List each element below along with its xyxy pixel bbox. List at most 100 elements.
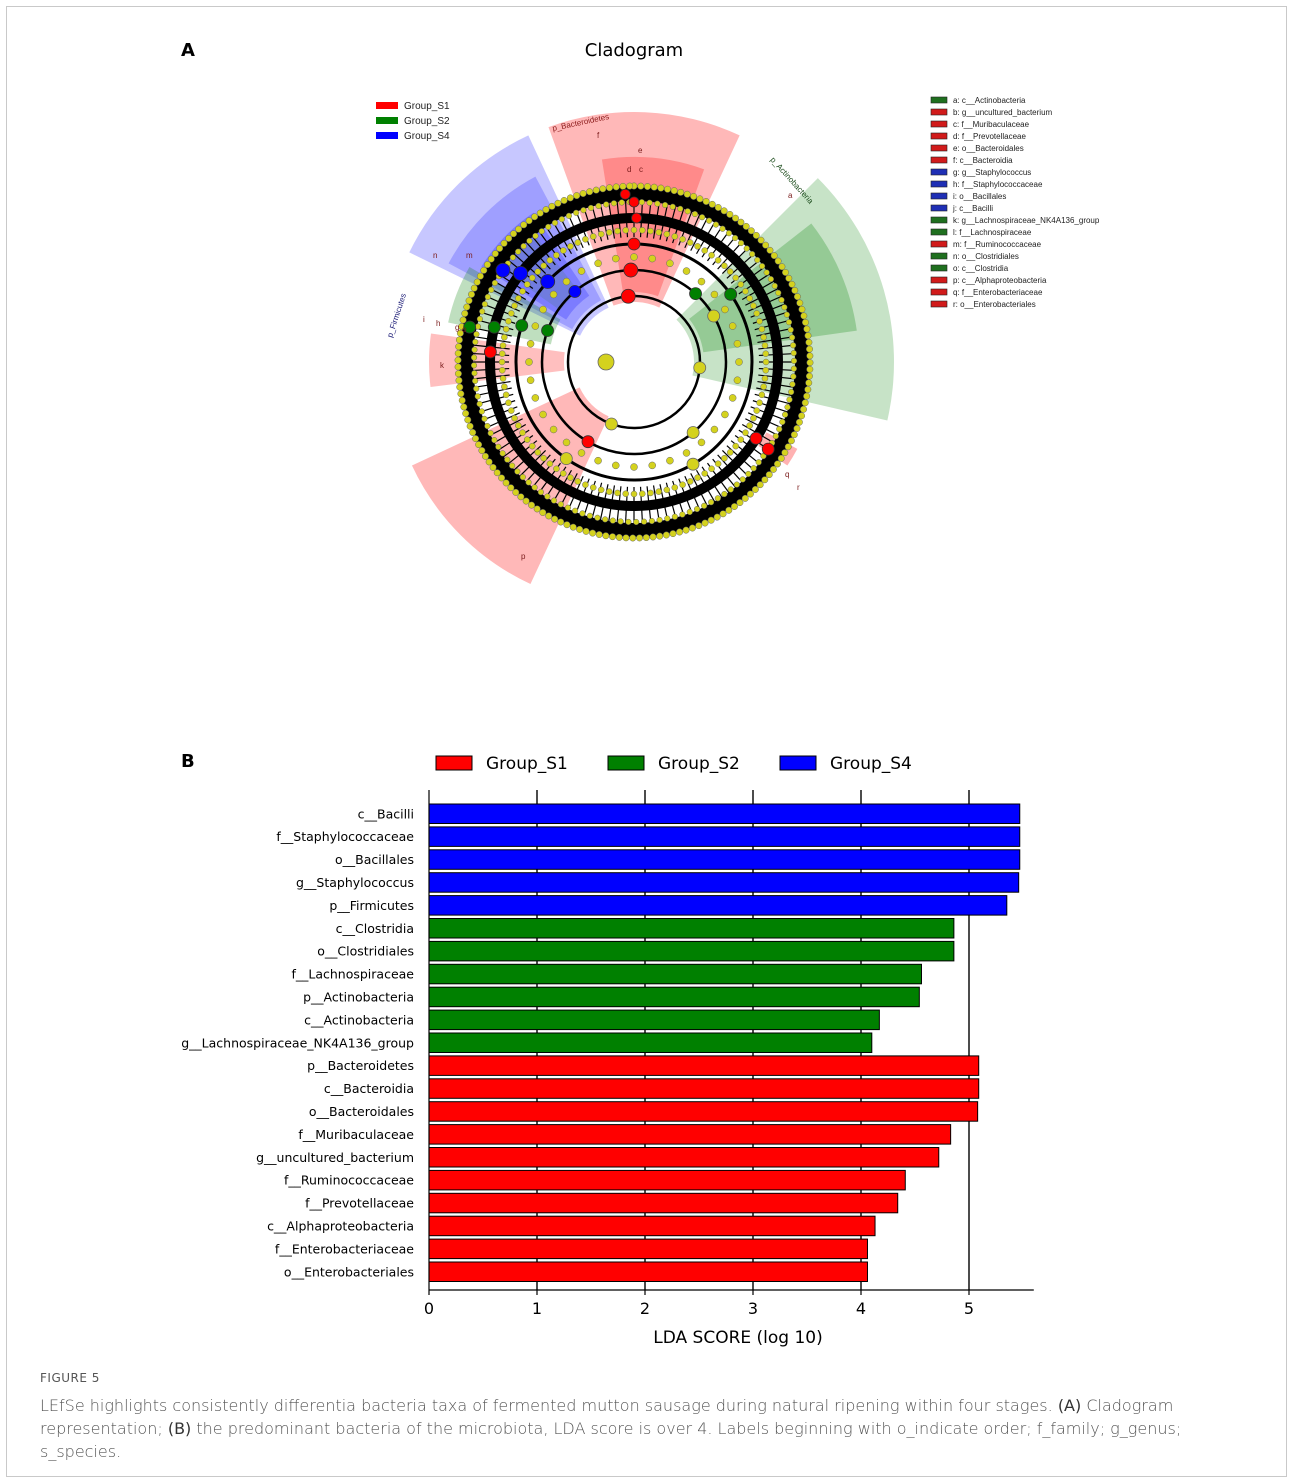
branch-line bbox=[460, 380, 511, 391]
key-entry: n: o__Clostridiales bbox=[953, 252, 1019, 261]
leaf-node bbox=[558, 216, 565, 223]
leaf-node bbox=[713, 513, 721, 521]
leaf-node bbox=[592, 186, 600, 194]
leaf-node bbox=[582, 527, 590, 535]
leaf-node bbox=[743, 245, 750, 252]
leaf-node bbox=[526, 340, 535, 348]
leaf-node bbox=[614, 227, 621, 235]
leaf-node bbox=[637, 182, 645, 190]
leaf-node bbox=[736, 499, 744, 507]
leaf-node bbox=[666, 456, 674, 465]
clade-node bbox=[693, 361, 707, 375]
bar bbox=[428, 940, 955, 962]
leaf-node bbox=[499, 367, 506, 374]
bar-label: c__Alphaproteobacteria bbox=[267, 1218, 414, 1233]
branch-line bbox=[460, 333, 511, 344]
leaf-node bbox=[478, 408, 485, 415]
leaf-node bbox=[696, 195, 704, 203]
leaf-node bbox=[509, 462, 516, 469]
leaf-node bbox=[576, 525, 584, 533]
leaf-node bbox=[666, 259, 674, 268]
leaf-node bbox=[701, 470, 708, 477]
branch-line bbox=[745, 418, 792, 443]
biomarker-node bbox=[631, 212, 642, 224]
leaf-node bbox=[539, 509, 547, 516]
leaf-node bbox=[630, 226, 638, 234]
leaf-node bbox=[589, 529, 597, 537]
leaf-node bbox=[539, 305, 547, 314]
leaf-node bbox=[714, 204, 722, 211]
leaf-node bbox=[461, 310, 469, 317]
leaf-node bbox=[749, 251, 756, 258]
leaf-node bbox=[532, 232, 539, 239]
leaf-node bbox=[455, 336, 463, 344]
leaf-node bbox=[728, 322, 737, 330]
leaf-node bbox=[732, 274, 739, 282]
leaf-node bbox=[525, 217, 533, 225]
leaf-node bbox=[597, 230, 605, 238]
leaf-node bbox=[719, 225, 726, 232]
leaf-node bbox=[721, 490, 728, 498]
leaf-node bbox=[732, 442, 739, 450]
leaf-node bbox=[684, 208, 691, 215]
leaf-node bbox=[763, 269, 770, 276]
leaf-node bbox=[767, 276, 774, 283]
leaf-node bbox=[778, 263, 786, 271]
branch-line bbox=[690, 473, 715, 520]
leaf-node bbox=[454, 356, 462, 364]
leaf-node bbox=[789, 334, 796, 341]
leaf-node bbox=[644, 183, 651, 190]
leaf-node bbox=[534, 268, 542, 275]
leaf-node bbox=[629, 534, 637, 542]
leaf-node bbox=[710, 290, 719, 299]
caption-bold-a: (A) bbox=[1057, 1396, 1082, 1415]
leaf-node bbox=[762, 350, 769, 357]
leaf-node bbox=[519, 474, 526, 481]
key-entry: o: c__Clostridia bbox=[953, 264, 1009, 273]
leaf-node bbox=[470, 362, 478, 369]
leaf-node bbox=[545, 512, 553, 520]
leaf-node bbox=[726, 268, 734, 275]
leaf-node bbox=[754, 256, 761, 264]
leaf-node bbox=[502, 479, 510, 487]
leaf-node bbox=[728, 394, 737, 402]
bar-label: f__Prevotellaceae bbox=[305, 1196, 414, 1211]
key-entry: k: g__Lachnospiraceae_NK4A136_group bbox=[953, 216, 1100, 225]
leaf-node bbox=[602, 516, 609, 523]
leaf-node bbox=[557, 518, 565, 526]
leaf-node bbox=[499, 350, 506, 357]
leaf-node bbox=[769, 465, 777, 473]
leaf-node bbox=[690, 192, 698, 200]
leaf-node bbox=[714, 257, 722, 264]
leaf-node bbox=[455, 376, 463, 384]
leaf-node bbox=[499, 450, 506, 457]
x-tick-label: 2 bbox=[640, 1299, 650, 1318]
key-swatch bbox=[930, 300, 948, 308]
x-tick-label: 1 bbox=[532, 1299, 542, 1318]
leaf-node bbox=[796, 299, 804, 307]
leaf-node bbox=[742, 429, 749, 436]
leaf-node bbox=[650, 183, 658, 191]
leaf-node bbox=[546, 460, 554, 467]
leaf-node bbox=[758, 325, 766, 333]
leaf-node bbox=[806, 359, 814, 367]
bar-label: o__Enterobacteriales bbox=[284, 1264, 414, 1279]
biomarker-node bbox=[487, 320, 501, 334]
leaf-node bbox=[560, 197, 568, 204]
leaf-node bbox=[787, 437, 795, 445]
leaf-node bbox=[533, 505, 541, 513]
leaf-node bbox=[550, 497, 558, 504]
leaf-node bbox=[493, 469, 501, 477]
leaf-node bbox=[517, 493, 525, 501]
leaf-node bbox=[719, 510, 727, 518]
leaf-node bbox=[514, 468, 521, 475]
leaf-node bbox=[756, 481, 764, 489]
leaf-node bbox=[488, 286, 495, 293]
leaf-node bbox=[732, 234, 739, 242]
leaf-node bbox=[805, 372, 813, 380]
key-entry: j: c__Bacilli bbox=[952, 204, 993, 213]
leaf-node bbox=[701, 502, 708, 509]
leaf-node bbox=[549, 290, 558, 299]
key-entry: e: o__Bacteroidales bbox=[953, 144, 1024, 153]
leaf-node bbox=[564, 504, 571, 511]
